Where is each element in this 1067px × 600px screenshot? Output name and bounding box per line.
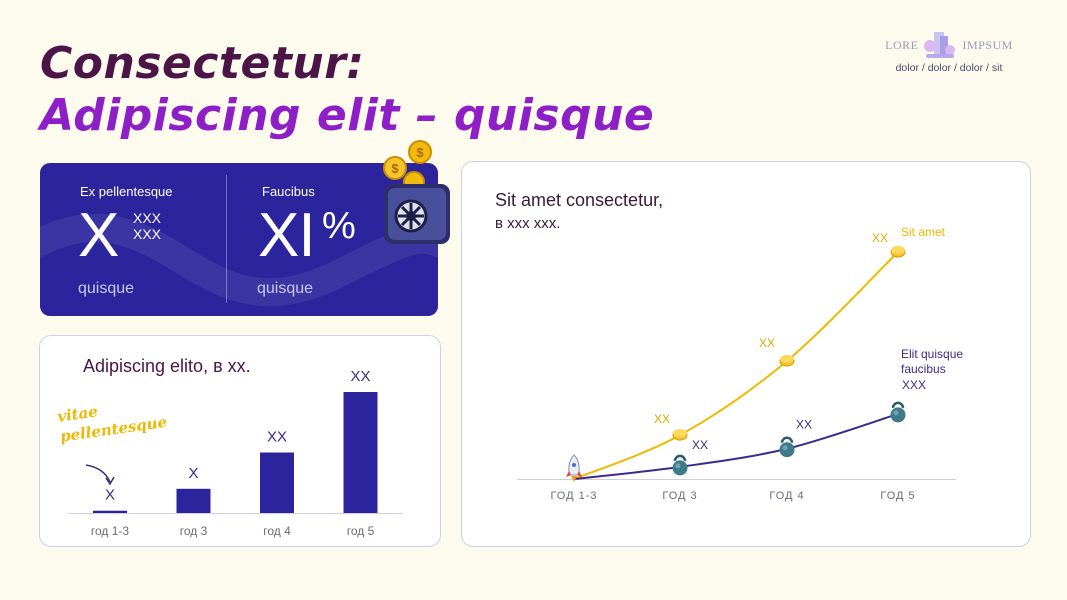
safe-with-coins-icon: $ $ [383,140,450,244]
line-chart-panel: Sit amet consectetur, в ххх ххх. [461,161,1031,547]
svg-text:$: $ [391,161,399,176]
logo-text-right: IMPSUM [962,37,1013,52]
kpi-left-value: X [78,201,119,270]
kpi-left-sup2: XXX [133,226,162,242]
kpi-right-value: XI [258,201,316,270]
page-subtitle: Adipiscing elit – quisque [40,90,655,141]
svg-text:$: $ [416,145,424,160]
logo-subtitle: dolor / dolor / dolor / sit [895,62,1003,74]
logo-text-left: LORE [885,37,919,52]
line-chart-title: Sit amet consectetur, [495,190,664,210]
kpi-left-label: Ex pellentesque [80,184,173,199]
kpi-right-foot: quisque [257,280,314,297]
kpi-left-foot: quisque [78,280,135,297]
page-title: Consectetur: [40,38,365,89]
line-chart-subtitle: в ххх ххх. [495,215,561,232]
building-icon [924,32,956,58]
kpi-divider [226,175,227,303]
bar-chart-title: Adipiscing elito, в хх. [83,356,251,376]
kpi-left-sup1: XXX [133,210,162,226]
kpi-right-label: Faucibus [262,184,315,199]
logo: LORE IMPSUM dolor / dolor / dolor / sit [879,30,1019,74]
kpi-right-unit: % [322,205,356,247]
